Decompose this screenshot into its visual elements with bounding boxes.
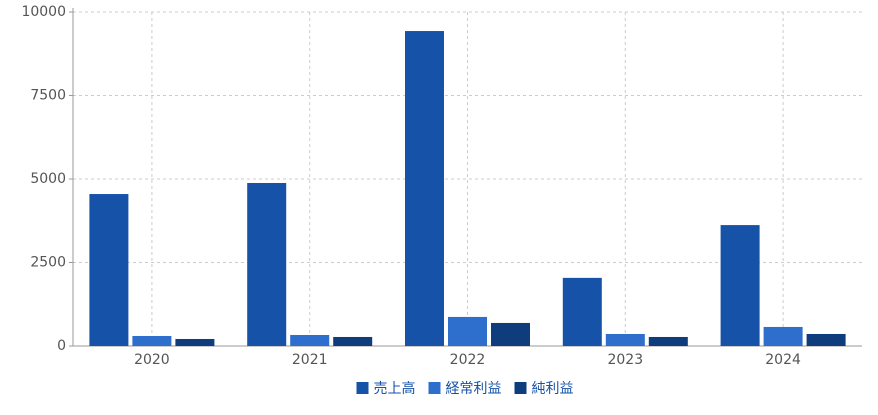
bar xyxy=(806,333,846,346)
bar xyxy=(491,322,530,346)
bar xyxy=(448,316,487,346)
y-tick-label: 2500 xyxy=(30,255,66,271)
bar xyxy=(648,336,688,346)
bar xyxy=(405,31,444,347)
y-tick-label: 5000 xyxy=(30,171,66,187)
bar xyxy=(89,194,129,346)
bar xyxy=(605,333,645,346)
bar xyxy=(763,326,803,346)
bar xyxy=(562,277,602,346)
x-tick-label: 2023 xyxy=(607,352,643,368)
bar xyxy=(720,225,760,346)
bar xyxy=(175,338,215,346)
x-tick-label: 2020 xyxy=(134,352,170,368)
bar xyxy=(333,336,373,346)
bar xyxy=(290,334,330,346)
y-tick-label: 10000 xyxy=(21,4,66,20)
x-tick-label: 2021 xyxy=(292,352,328,368)
legend-label: 売上高 xyxy=(374,380,416,397)
x-tick-label: 2022 xyxy=(450,352,486,368)
bar xyxy=(132,335,172,346)
x-tick-label: 2024 xyxy=(765,352,801,368)
legend-label: 純利益 xyxy=(532,381,574,397)
legend-swatch xyxy=(356,382,369,394)
y-tick-label: 0 xyxy=(57,338,66,354)
legend-swatch xyxy=(428,382,441,394)
y-tick-label: 7500 xyxy=(30,88,66,104)
legend-swatch xyxy=(514,382,527,394)
bar xyxy=(247,183,287,346)
legend-label: 経常利益 xyxy=(446,381,502,397)
